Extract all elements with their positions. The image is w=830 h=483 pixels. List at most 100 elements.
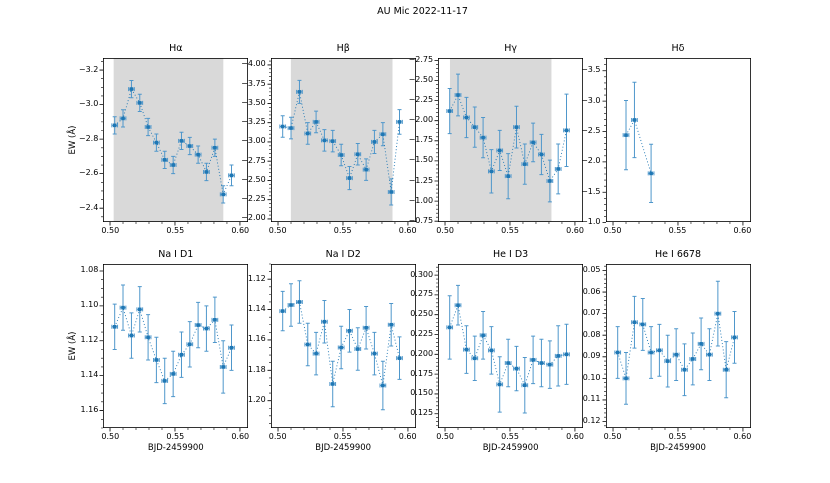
x-tick-label: 0.55 [668, 432, 687, 441]
data-point-marker [163, 157, 167, 162]
y-tick-label: −2.50 [241, 174, 266, 184]
data-point-marker [648, 171, 653, 175]
y-tick-label: 0.10 [582, 372, 601, 382]
y-tick-label: 1.20 [247, 395, 266, 405]
data-point-marker [297, 89, 301, 94]
x-axis-label: BJD-2459900 [650, 442, 706, 453]
data-point-marker [623, 376, 628, 380]
data-point-marker [690, 356, 695, 361]
y-tick-label: 0.125 [410, 408, 434, 418]
data-point-marker [397, 355, 401, 360]
data-point-marker [523, 382, 527, 387]
y-tick-label: 0.06 [582, 286, 601, 296]
x-tick-label: 0.55 [333, 432, 352, 441]
data-point-marker [531, 140, 536, 144]
data-point-marker [179, 138, 184, 143]
data-point-marker [473, 355, 477, 360]
data-point-marker [146, 334, 151, 339]
data-point-marker [556, 166, 561, 171]
x-tick-label: 0.50 [603, 226, 622, 235]
x-tick-label: 0.50 [603, 432, 622, 441]
data-point-marker [707, 352, 711, 356]
data-point-marker [473, 124, 477, 129]
x-tick-label: 0.50 [268, 226, 287, 235]
y-axis-label: EW (Å) [68, 125, 79, 154]
data-point-marker [665, 358, 670, 363]
y-tick-label: −2.6 [78, 168, 99, 178]
data-point-marker [456, 302, 460, 307]
minor-ticks [603, 57, 730, 224]
data-point-marker [632, 117, 636, 122]
data-point-marker [179, 352, 184, 357]
x-tick-label: 0.55 [166, 226, 185, 235]
data-point-marker [489, 169, 494, 173]
data-point-marker [732, 335, 736, 339]
axes-frame [438, 263, 584, 428]
data-point-marker [498, 148, 502, 152]
x-tick-label: 0.60 [398, 226, 417, 235]
panel-title-4: Na I D1 [158, 248, 194, 260]
y-tick-label: −1.5 [581, 186, 601, 196]
major-ticks [434, 274, 576, 431]
data-point-marker [615, 350, 619, 354]
data-point-marker [129, 86, 134, 91]
data-line [449, 303, 567, 386]
data-point-marker [564, 128, 569, 132]
data-point-marker [640, 322, 645, 326]
data-point-marker [539, 360, 544, 365]
data-point-marker [514, 124, 519, 129]
x-tick-label: 0.60 [231, 432, 250, 441]
x-tick-label: 0.55 [333, 226, 352, 235]
data-point-marker [171, 162, 176, 167]
x-tick-label: 0.50 [101, 226, 120, 235]
minor-ticks [268, 60, 395, 224]
data-point-marker [196, 322, 201, 327]
data-point-marker [389, 189, 393, 194]
y-tick-label: 1.16 [80, 405, 99, 415]
data-point-marker [204, 326, 209, 330]
shaded-region [450, 57, 552, 222]
data-point-marker [280, 124, 285, 128]
data-point-marker [113, 123, 117, 127]
panel-plot-1 [267, 57, 416, 225]
y-axis-label: EW (Å) [68, 331, 79, 360]
y-tick-label: −0.75 [408, 215, 434, 225]
panel-title-3: Hδ [671, 42, 685, 54]
y-tick-label: 1.14 [80, 370, 99, 380]
data-point-marker [363, 325, 368, 330]
y-tick-label: −2.00 [408, 115, 434, 125]
data-point-marker [188, 341, 192, 346]
y-tick-label: 0.09 [582, 351, 601, 361]
y-tick-label: −2.50 [408, 75, 434, 84]
data-point-marker [305, 131, 310, 135]
data-point-marker [221, 192, 226, 196]
x-tick-label: 0.50 [268, 432, 287, 441]
data-point-marker [506, 173, 511, 178]
data-point-marker [347, 328, 351, 333]
data-point-marker [464, 347, 469, 351]
x-tick-label: 0.55 [501, 226, 519, 235]
y-tick-label: −2.5 [581, 125, 601, 135]
major-ticks [267, 64, 409, 225]
major-ticks [267, 278, 409, 431]
minor-ticks [101, 60, 228, 224]
y-tick-label: −3.0 [581, 95, 601, 105]
data-point-marker [146, 124, 151, 129]
panel-title-1: Hβ [336, 42, 350, 54]
y-tick-label: 0.05 [582, 264, 601, 274]
y-tick-label: −2.0 [581, 156, 601, 166]
data-point-marker [163, 378, 167, 383]
axes-frame [103, 263, 249, 428]
y-tick-label: 0.08 [582, 329, 601, 339]
axes-frame [605, 57, 751, 222]
data-line [616, 313, 735, 379]
data-point-marker [213, 145, 217, 150]
data-point-marker [221, 364, 226, 369]
y-tick-label: −2.25 [241, 194, 266, 204]
panel-title-5: Na I D2 [325, 248, 361, 260]
data-point-marker [372, 351, 376, 355]
panel-plot-0 [99, 57, 249, 225]
data-point-marker [313, 119, 318, 124]
data-point-marker [723, 367, 728, 372]
major-ticks [434, 59, 576, 225]
